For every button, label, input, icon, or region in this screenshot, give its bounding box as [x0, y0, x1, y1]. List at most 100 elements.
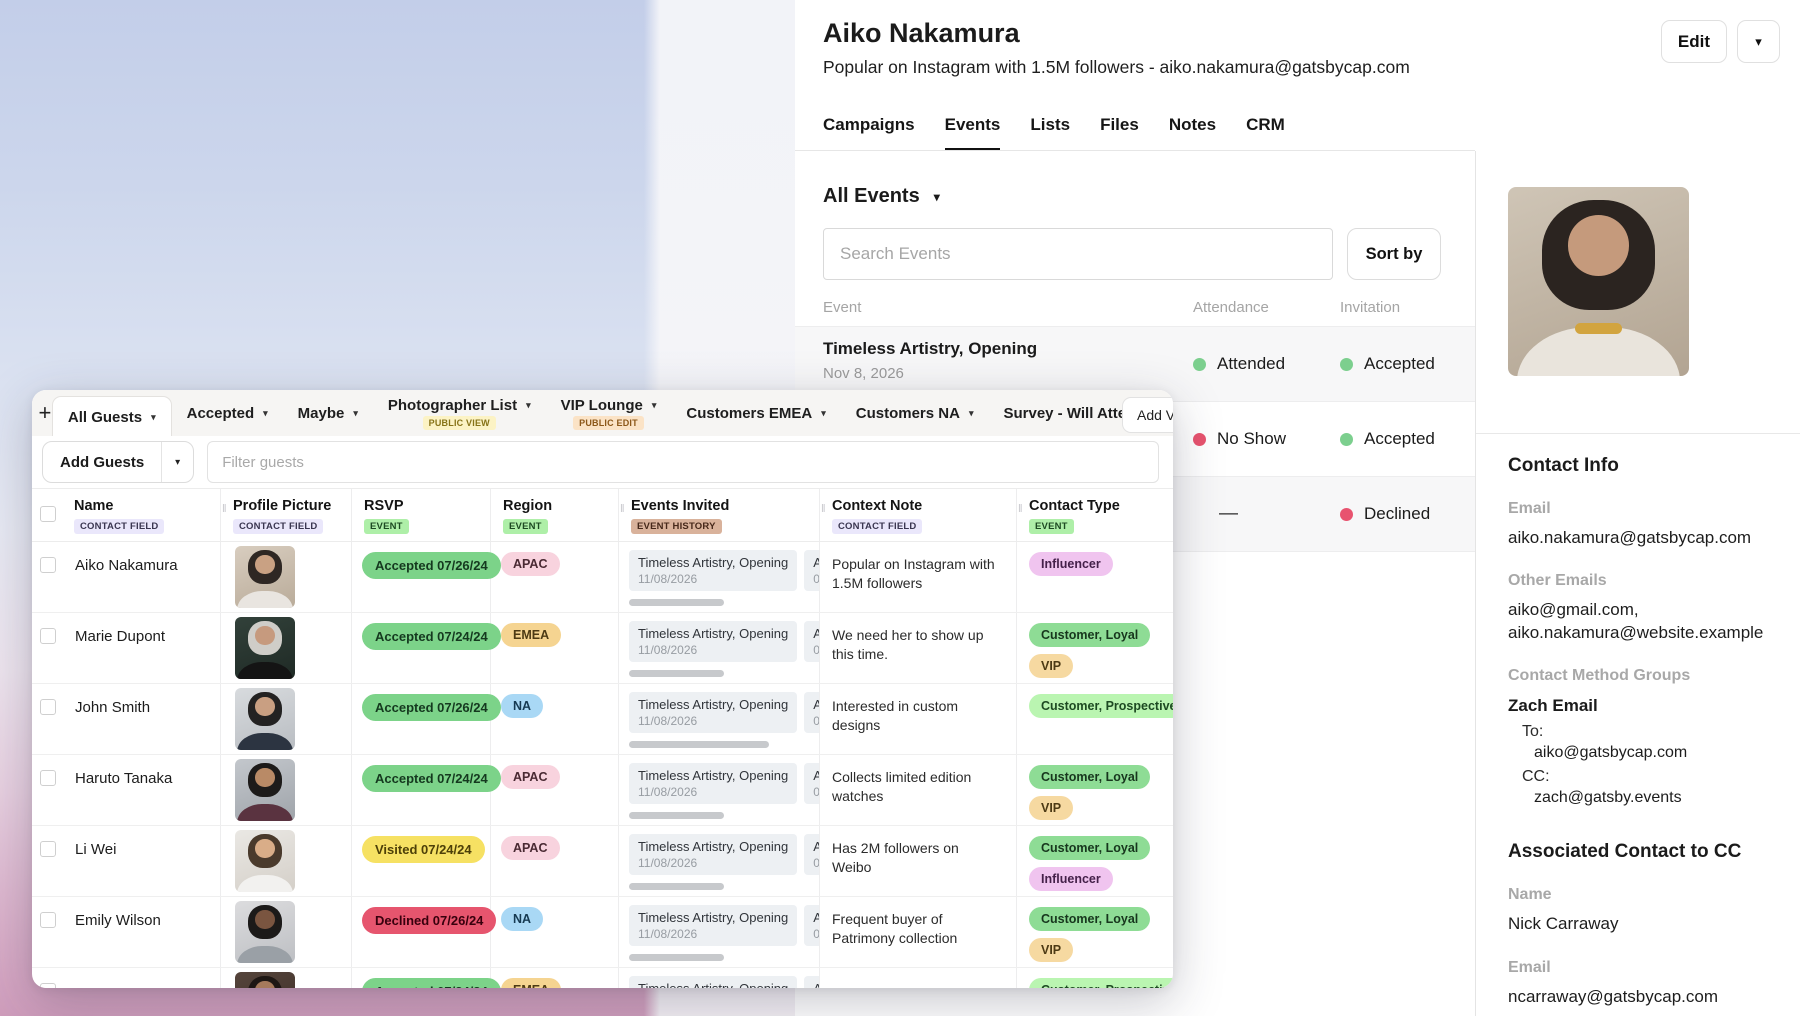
row-checkbox[interactable] — [40, 841, 56, 857]
guest-row[interactable]: Li Wei Visited 07/24/24 APAC Timeless Artis… — [32, 826, 1173, 897]
guest-tab-customers-emea[interactable]: Customers EMEA ▾ — [686, 404, 826, 422]
event-chip[interactable]: Annual Co06/12/2026 — [804, 905, 819, 946]
edit-dropdown-button[interactable]: ▾ — [1737, 20, 1780, 63]
column-header-name[interactable]: Name CONTACT FIELD — [62, 489, 221, 541]
guest-avatar — [235, 901, 295, 963]
edit-button[interactable]: Edit — [1660, 20, 1727, 63]
search-events-input[interactable] — [823, 228, 1333, 280]
guest-tab-maybe[interactable]: Maybe ▾ — [297, 404, 358, 422]
chip-scrollbar[interactable] — [629, 670, 724, 677]
detail-tabs: Campaigns Events Lists Files Notes CRM — [823, 115, 1285, 151]
event-chip[interactable]: Annual Co06/12/2026 — [804, 976, 819, 988]
attendance-cell: — — [1193, 477, 1238, 551]
badge-customer-prospective: Customer, Prospective — [1029, 694, 1173, 718]
guest-tab-accepted[interactable]: Accepted ▾ — [186, 404, 268, 422]
chip-scrollbar[interactable] — [629, 954, 724, 961]
tabs-divider — [795, 150, 1475, 151]
add-guests-button[interactable]: Add Guests ▾ — [42, 441, 195, 483]
guest-row[interactable]: Aiko Nakamura Accepted 07/26/24 APAC Timele… — [32, 542, 1173, 613]
badge-accepted-07-24-24: Accepted 07/24/24 — [362, 765, 501, 792]
tab-lists[interactable]: Lists — [1030, 115, 1071, 134]
chip-scrollbar[interactable] — [629, 883, 724, 890]
filter-guests-input[interactable] — [207, 441, 1159, 483]
tab-files[interactable]: Files — [1100, 115, 1139, 134]
add-view-button[interactable]: Add View — [1122, 397, 1173, 433]
row-checkbox[interactable] — [40, 983, 56, 988]
field-type-badge: CONTACT FIELD — [233, 519, 324, 534]
tab-crm[interactable]: CRM — [1246, 115, 1285, 134]
to-label: To: — [1522, 723, 1544, 741]
sidebar-divider — [1476, 433, 1800, 434]
guest-tab-all-guests[interactable]: All Guests ▾ — [51, 396, 172, 436]
sort-by-button[interactable]: Sort by — [1347, 228, 1441, 280]
guest-row[interactable]: Emily Wilson Declined 07/26/24 NA Timeless … — [32, 897, 1173, 968]
tab-notes[interactable]: Notes — [1168, 115, 1217, 134]
context-note: Frequent buyer of Patrimony collection — [820, 897, 1017, 967]
to-value: aiko@gatsbycap.com — [1534, 744, 1688, 762]
column-header-region[interactable]: Region EVENT — [491, 489, 619, 541]
invitation-cell: Accepted — [1340, 402, 1435, 476]
row-checkbox[interactable] — [40, 912, 56, 928]
contact-sidebar: Contact Info Email aiko.nakamura@gatsbyc… — [1475, 151, 1800, 1016]
column-header-rsvp[interactable]: RSVP EVENT — [352, 489, 491, 541]
guest-tab-customers-na[interactable]: Customers NA ▾ — [855, 404, 974, 422]
guest-name: Haruto Tanaka — [62, 755, 221, 825]
attendance-empty: — — [1219, 503, 1238, 524]
field-type-badge: CONTACT FIELD — [74, 519, 165, 534]
associated-name-value: Nick Carraway — [1508, 914, 1619, 934]
row-checkbox[interactable] — [40, 699, 56, 715]
select-all-checkbox[interactable] — [40, 506, 56, 522]
event-chip[interactable]: Annual Co06/12/2026 — [804, 692, 819, 733]
chip-scrollbar[interactable] — [629, 741, 769, 748]
invitation-label: Accepted — [1364, 429, 1435, 448]
chevron-down-icon: ▾ — [651, 399, 657, 410]
guest-row[interactable]: Haruto Tanaka Accepted 07/24/24 APAC Timele… — [32, 755, 1173, 826]
event-chip[interactable]: Annual Co06/12/2026 — [804, 621, 819, 662]
event-row[interactable]: No Show Accepted — [795, 401, 1475, 476]
chip-scrollbar[interactable] — [629, 812, 724, 819]
chip-scrollbar[interactable] — [629, 599, 724, 606]
attendance-cell: Attended — [1193, 327, 1285, 401]
guest-avatar — [235, 830, 295, 892]
context-note: Interested in custom designs — [820, 684, 1017, 754]
guest-row[interactable]: Marie Dupont Accepted 07/24/24 EMEA Timeles… — [32, 613, 1173, 684]
event-row[interactable]: Timeless Artistry, Opening Nov 8, 2026 Att… — [795, 326, 1475, 401]
guest-tab-photographer-list[interactable]: Photographer List ▾ PUBLIC VIEW — [387, 396, 531, 430]
email-value: aiko.nakamura@gatsbycap.com — [1508, 528, 1752, 547]
context-note: Has 2M followers on Weibo — [820, 826, 1017, 896]
necklace-accent — [1574, 323, 1623, 335]
tab-campaigns[interactable]: Campaigns — [823, 115, 915, 134]
guest-row[interactable]: John Smith Accepted 07/26/24 NA Timeless Ar… — [32, 684, 1173, 755]
guest-table-body: Aiko Nakamura Accepted 07/26/24 APAC Timele… — [32, 542, 1173, 988]
chevron-down-icon: ▾ — [821, 407, 826, 418]
add-guests-dropdown[interactable]: ▾ — [161, 442, 193, 482]
event-chip[interactable]: Annual Co06/12/2026 — [804, 834, 819, 875]
context-note: We need her to show up this time. — [820, 613, 1017, 683]
row-checkbox[interactable] — [40, 557, 56, 573]
context-note: Collects limited edition watches — [820, 755, 1017, 825]
events-filter-dropdown[interactable]: All Events ▾ — [823, 185, 940, 208]
guest-tab-vip-lounge[interactable]: VIP Lounge ▾ PUBLIC EDIT — [560, 396, 657, 430]
attendance-cell: No Show — [1193, 402, 1286, 476]
event-chip[interactable]: Annual Co06/12/2026 — [804, 550, 819, 591]
add-tab-button[interactable]: + — [38, 400, 52, 425]
guest-view-tabs: + All Guests ▾ Accepted ▾ Maybe ▾ Photographer… — [32, 390, 1173, 436]
row-checkbox[interactable] — [40, 628, 56, 644]
badge-apac: APAC — [501, 765, 560, 789]
row-checkbox[interactable] — [40, 770, 56, 786]
tab-events[interactable]: Events — [944, 115, 1001, 151]
page-title: Aiko Nakamura — [823, 18, 1020, 48]
event-chip[interactable]: Annual Co06/12/2026 — [804, 763, 819, 804]
